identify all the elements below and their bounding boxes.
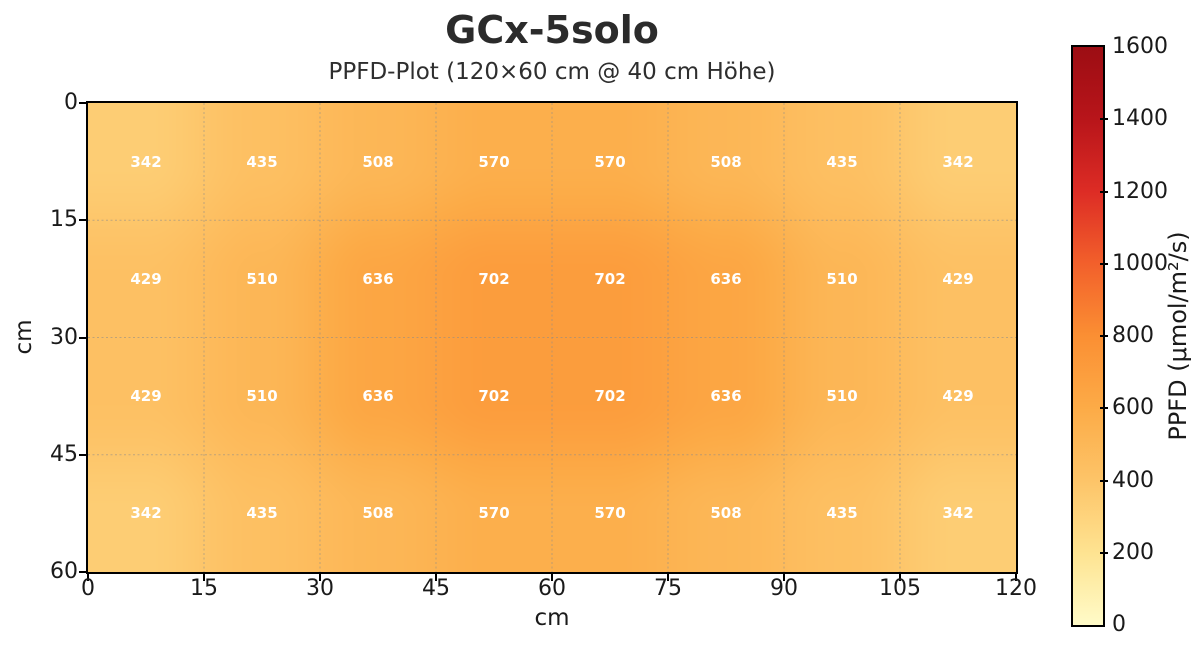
cell-value: 508 bbox=[710, 504, 742, 523]
x-axis-tick bbox=[435, 574, 437, 581]
colorbar-tick bbox=[1100, 190, 1108, 193]
colorbar-tick bbox=[1100, 551, 1108, 554]
y-axis-tick-label: 15 bbox=[50, 207, 78, 233]
x-axis-tick bbox=[899, 574, 901, 581]
y-axis-tick bbox=[79, 453, 86, 456]
cell-value: 429 bbox=[942, 269, 974, 288]
cell-value: 429 bbox=[942, 387, 974, 406]
y-axis-tick-label: 30 bbox=[50, 324, 78, 350]
cell-value: 510 bbox=[826, 269, 858, 288]
colorbar-tick bbox=[1100, 118, 1108, 121]
y-axis-tick-label: 45 bbox=[50, 441, 78, 467]
y-axis-tick bbox=[79, 102, 86, 104]
heatmap-plot: 342 435 508 570 570 508 435 342 429 510 636 702 702 6… bbox=[88, 103, 1016, 572]
x-axis-tick-label: 30 bbox=[306, 576, 334, 601]
x-axis-tick-label: 105 bbox=[879, 576, 921, 601]
colorbar-tick-label: 1400 bbox=[1112, 106, 1168, 132]
cell-value: 510 bbox=[246, 269, 278, 288]
colorbar-tick-label: 1600 bbox=[1112, 34, 1168, 59]
colorbar-tick bbox=[1100, 479, 1108, 482]
gridlines bbox=[88, 103, 1016, 572]
cell-value: 636 bbox=[362, 387, 394, 406]
cell-value: 510 bbox=[826, 387, 858, 406]
colorbar-tick-label: 0 bbox=[1112, 612, 1126, 637]
cell-value: 702 bbox=[478, 387, 510, 406]
x-axis-tick bbox=[667, 574, 669, 581]
colorbar-tick-label: 400 bbox=[1112, 467, 1154, 493]
y-axis-tick-label: 0 bbox=[64, 90, 78, 115]
cell-value: 435 bbox=[826, 152, 858, 171]
cell-value: 636 bbox=[710, 269, 742, 288]
colorbar-tick-label: 800 bbox=[1112, 323, 1154, 348]
cell-value: 435 bbox=[246, 504, 278, 523]
colorbar-tick-label: 1000 bbox=[1112, 250, 1168, 276]
y-axis-tick bbox=[79, 219, 86, 222]
cell-value: 702 bbox=[594, 269, 626, 288]
x-axis-tick-label: 60 bbox=[538, 576, 566, 601]
cell-value: 636 bbox=[710, 387, 742, 406]
cell-value: 636 bbox=[362, 269, 394, 288]
colorbar-tick bbox=[1100, 262, 1108, 265]
cell-value: 508 bbox=[362, 504, 394, 523]
x-axis-tick bbox=[319, 574, 321, 581]
y-axis-tick-label: 60 bbox=[50, 559, 78, 584]
x-axis-tick bbox=[783, 574, 785, 581]
colorbar-tick-label: 600 bbox=[1112, 395, 1154, 421]
x-axis-tick-label: 0 bbox=[81, 576, 95, 601]
cell-value: 342 bbox=[130, 504, 162, 523]
cell-value: 510 bbox=[246, 387, 278, 406]
y-axis-tick bbox=[79, 336, 86, 339]
x-axis-tick-label: 120 bbox=[995, 576, 1037, 601]
x-axis-tick-label: 90 bbox=[770, 576, 798, 601]
x-axis-tick bbox=[203, 574, 205, 581]
x-axis-tick-label: 75 bbox=[654, 576, 682, 601]
x-axis-tick-label: 15 bbox=[190, 576, 218, 601]
colorbar-tick-label: 200 bbox=[1112, 539, 1154, 565]
cell-value: 570 bbox=[478, 504, 510, 523]
x-axis-label: cm bbox=[534, 605, 570, 631]
cell-value: 508 bbox=[710, 152, 742, 171]
cell-value: 702 bbox=[478, 269, 510, 288]
y-axis-tick bbox=[79, 571, 86, 573]
colorbar-label: PPFD (μmol/m²/s) bbox=[1164, 231, 1192, 441]
colorbar-tick bbox=[1100, 335, 1108, 337]
cell-value: 435 bbox=[826, 504, 858, 523]
colorbar-tick-label: 1200 bbox=[1112, 178, 1168, 204]
cell-value: 435 bbox=[246, 152, 278, 171]
figure-title: GCx-5solo bbox=[445, 8, 659, 52]
cell-value: 570 bbox=[478, 152, 510, 171]
colorbar-tick bbox=[1100, 407, 1108, 410]
x-axis-tick bbox=[551, 574, 553, 581]
cell-value: 570 bbox=[594, 504, 626, 523]
plot-subtitle: PPFD-Plot (120×60 cm @ 40 cm Höhe) bbox=[328, 59, 776, 85]
cell-value: 429 bbox=[130, 387, 162, 406]
colorbar-gradient bbox=[1073, 47, 1103, 625]
cell-value: 702 bbox=[594, 387, 626, 406]
cell-value: 342 bbox=[942, 152, 974, 171]
cell-value: 342 bbox=[130, 152, 162, 171]
cell-value: 508 bbox=[362, 152, 394, 171]
y-axis-label: cm bbox=[11, 319, 37, 355]
x-axis-tick-label: 45 bbox=[422, 576, 450, 601]
cell-value: 570 bbox=[594, 152, 626, 171]
cell-value: 342 bbox=[942, 504, 974, 523]
x-axis-tick bbox=[87, 574, 89, 581]
x-axis-tick bbox=[1015, 574, 1017, 581]
cell-value: 429 bbox=[130, 269, 162, 288]
